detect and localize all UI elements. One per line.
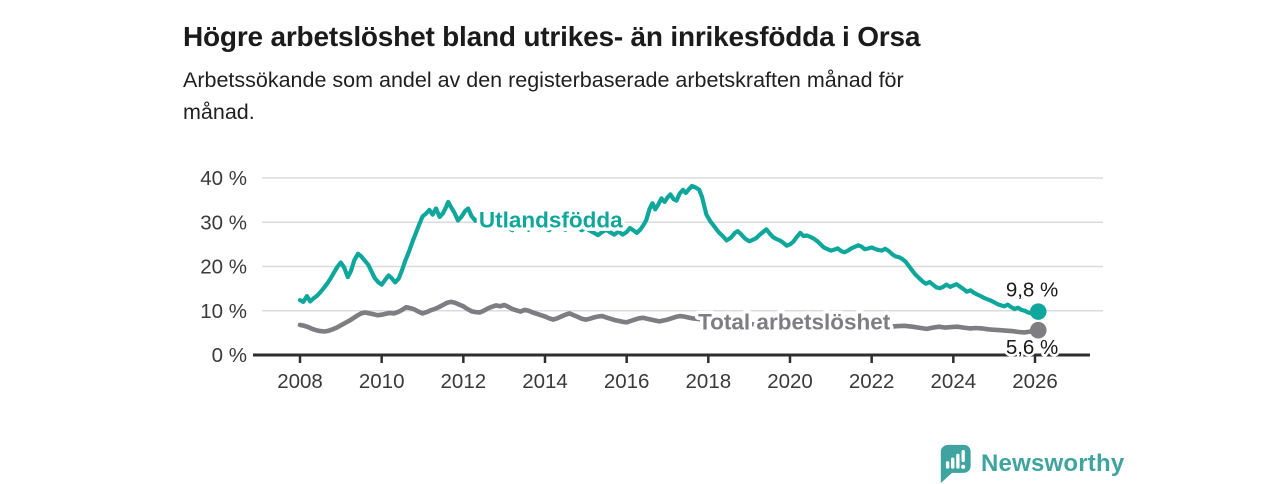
y-axis-tick-label: 20 % xyxy=(200,256,247,279)
y-axis-tick-label: 10 % xyxy=(200,300,247,323)
chart-area: 0 % 10 % 20 % 30 % 40 % 2008 2010 2012 2014 2016 2… xyxy=(185,165,1105,400)
x-axis-tick-label: 2010 xyxy=(359,370,405,393)
x-axis-tick-label: 2008 xyxy=(277,370,323,393)
y-axis-tick-label: 40 % xyxy=(200,167,247,190)
x-axis-tick-label: 2018 xyxy=(686,370,732,393)
series-line-total xyxy=(297,299,1041,335)
series-end-dot-total xyxy=(1029,321,1047,339)
x-axis-tick-label: 2022 xyxy=(849,370,895,393)
x-axis-tick-label: 2014 xyxy=(522,370,568,393)
subtitle-line-2: månad. xyxy=(183,100,255,124)
y-axis-tick-label: 0 % xyxy=(212,344,247,367)
newsworthy-brand-name: Newsworthy xyxy=(981,449,1125,477)
series-end-value-label-total: 5,6 % xyxy=(1006,336,1058,359)
x-axis-tick-label: 2024 xyxy=(931,370,977,393)
line-chart: 0 % 10 % 20 % 30 % 40 % 2008 2010 2012 2014 2016 2… xyxy=(200,167,1103,393)
newsworthy-logo-icon xyxy=(940,444,971,484)
series-end-dot-utlandsfodda xyxy=(1029,303,1047,320)
series-label-total: Total arbetslöshet xyxy=(698,309,891,334)
chart-subtitle: Arbetssökande som andel av den registerb… xyxy=(183,64,904,128)
page-title: Högre arbetslöshet bland utrikes- än inr… xyxy=(183,20,921,52)
y-axis-tick-label: 30 % xyxy=(200,211,247,234)
x-axis-tick-label: 2026 xyxy=(1012,370,1058,393)
x-axis-tick-label: 2020 xyxy=(767,370,813,393)
subtitle-line-1: Arbetssökande som andel av den registerb… xyxy=(183,68,904,92)
series-end-value-label-utlandsfodda: 9,8 % xyxy=(1006,279,1058,302)
series-label-utlandsfodda: Utlandsfödda xyxy=(479,208,623,233)
newsworthy-brand: Newsworthy xyxy=(933,443,1124,484)
series-line-utlandsfodda xyxy=(297,183,1041,316)
x-axis-tick-label: 2016 xyxy=(604,370,650,393)
x-axis-tick-label: 2012 xyxy=(441,370,487,393)
